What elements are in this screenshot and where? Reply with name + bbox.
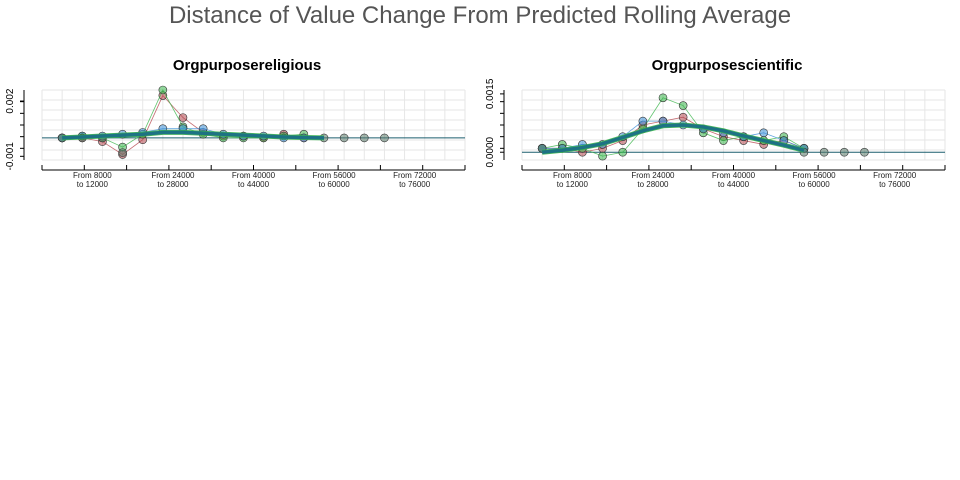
x-tick-label: to 44000: [718, 180, 750, 189]
data-point: [719, 136, 728, 145]
panel-orgpurposescientific: Orgpurposescientific 0.0000 0.0015 From 800…: [485, 57, 946, 189]
data-point: [359, 133, 369, 143]
x-tick-label: to 28000: [157, 180, 189, 189]
main-title: Distance of Value Change From Predicted …: [168, 2, 792, 29]
x-tick-label: to 76000: [399, 180, 431, 189]
x-tick-label: From 72000: [873, 171, 917, 180]
trend-line: [62, 130, 325, 140]
data-point: [759, 128, 769, 138]
data-point: [819, 147, 829, 157]
x-tick-label: to 12000: [557, 180, 589, 189]
data-point: [638, 116, 648, 126]
x-tick-label: From 24000: [151, 171, 195, 180]
x-tick-label: From 40000: [712, 171, 756, 180]
y-tick-label: -0.001: [5, 142, 16, 171]
panel-title: Orgpurposescientific: [652, 57, 803, 74]
x-tick-label: to 76000: [879, 180, 911, 189]
data-point: [380, 133, 389, 143]
data-point: [598, 151, 607, 161]
data-point: [678, 112, 688, 122]
data-point: [678, 101, 688, 110]
x-tick-label: to 44000: [238, 180, 270, 189]
x-tick-label: From 24000: [631, 171, 675, 180]
x-tick-label: From 56000: [313, 171, 357, 180]
x-tick-label: From 8000: [73, 171, 112, 180]
data-point: [339, 133, 349, 143]
x-tick-label: From 8000: [553, 171, 592, 180]
y-tick-label: 0.0000: [485, 136, 496, 167]
x-tick-label: to 12000: [77, 180, 109, 189]
x-tick-label: From 40000: [232, 171, 276, 180]
data-point: [618, 147, 628, 157]
x-tick-label: From 72000: [393, 171, 437, 180]
x-tick-label: From 56000: [793, 171, 837, 180]
x-tick-label: to 28000: [637, 180, 669, 189]
data-point: [658, 93, 668, 103]
data-point: [158, 85, 168, 95]
x-tick-label: to 60000: [319, 180, 351, 189]
data-point: [860, 147, 869, 157]
data-point: [839, 147, 849, 157]
y-tick-label: 0.0015: [485, 78, 496, 109]
y-tick-label: 0.002: [5, 88, 16, 113]
data-point: [178, 113, 188, 122]
x-tick-label: to 60000: [799, 180, 831, 189]
trend-line: [541, 123, 805, 154]
data-point: [118, 148, 127, 157]
panel-title: Orgpurposereligious: [173, 57, 321, 74]
